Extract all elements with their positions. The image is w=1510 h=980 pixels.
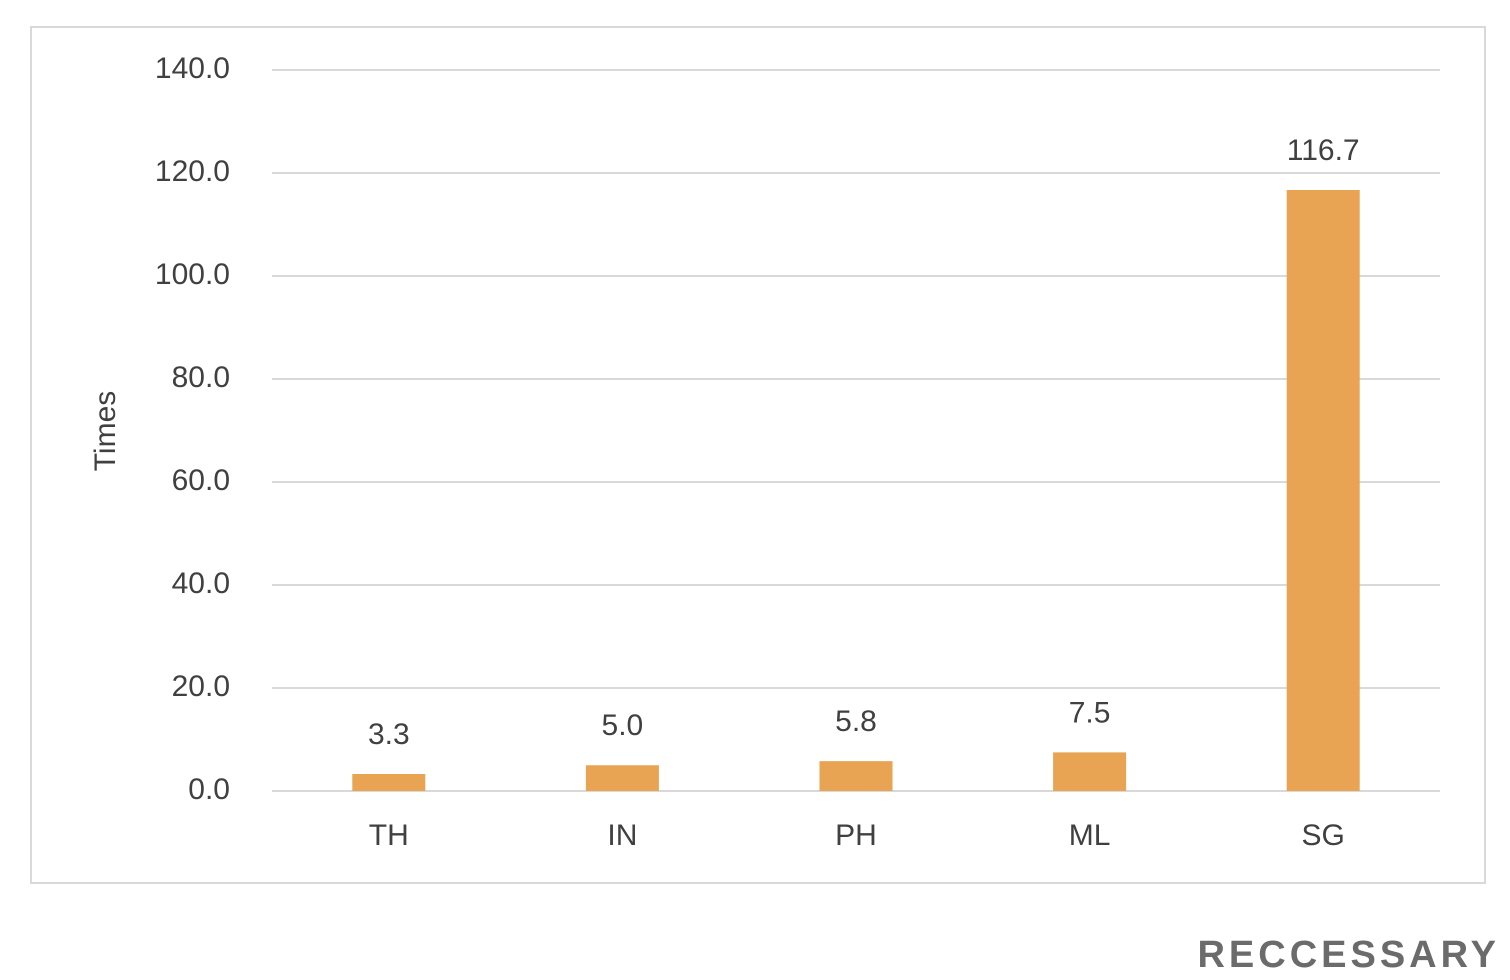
bar — [1053, 752, 1127, 791]
bar — [1286, 189, 1360, 791]
bar — [585, 765, 659, 791]
y-tick-label: 120.0 — [155, 155, 230, 188]
y-tick-label: 40.0 — [172, 567, 230, 600]
value-label: 7.5 — [1069, 696, 1111, 729]
x-tick-label: PH — [835, 819, 877, 852]
value-label: 3.3 — [368, 718, 410, 751]
chart-frame — [30, 26, 1486, 884]
value-label: 5.8 — [835, 705, 877, 738]
y-axis-label: Times — [89, 391, 122, 472]
y-tick-label: 140.0 — [155, 52, 230, 85]
y-tick-label: 80.0 — [172, 361, 230, 394]
y-tick-label: 0.0 — [188, 773, 230, 806]
y-tick-label: 20.0 — [172, 670, 230, 703]
value-label: 5.0 — [602, 709, 644, 742]
bar — [352, 774, 426, 791]
x-tick-label: IN — [607, 819, 637, 852]
x-tick-label: TH — [369, 819, 409, 852]
x-tick-label: ML — [1069, 819, 1111, 852]
y-tick-label: 60.0 — [172, 464, 230, 497]
bar — [819, 761, 893, 791]
value-label: 116.7 — [1287, 134, 1360, 167]
y-tick-label: 100.0 — [155, 258, 230, 291]
x-tick-label: SG — [1302, 819, 1345, 852]
brand-logo: RECCESSARY — [1197, 934, 1500, 976]
